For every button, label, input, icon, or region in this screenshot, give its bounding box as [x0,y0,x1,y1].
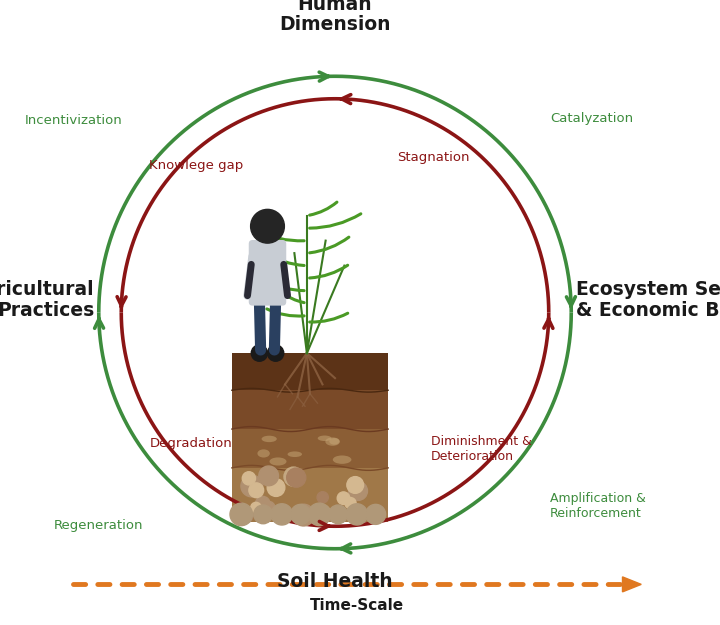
Text: Stagnation: Stagnation [397,151,470,164]
Circle shape [308,503,330,526]
Circle shape [346,504,367,525]
Circle shape [347,477,364,493]
Circle shape [242,472,256,485]
Circle shape [251,345,268,361]
Circle shape [345,498,356,509]
Circle shape [366,504,386,524]
Ellipse shape [269,458,287,466]
Circle shape [249,483,264,498]
Circle shape [230,503,253,526]
Ellipse shape [333,456,351,464]
Text: Degradation: Degradation [150,438,233,451]
Circle shape [258,466,279,486]
Circle shape [313,505,331,522]
Circle shape [261,501,275,515]
Ellipse shape [258,449,270,458]
Ellipse shape [261,436,276,442]
Circle shape [337,492,350,504]
Ellipse shape [318,436,331,441]
Circle shape [284,467,303,486]
Circle shape [253,505,272,524]
Circle shape [271,504,292,525]
Text: Diminishment &
Deterioration: Diminishment & Deterioration [431,436,531,463]
Polygon shape [623,577,642,592]
Circle shape [256,496,270,511]
Text: Amplification &
Reinforcement: Amplification & Reinforcement [550,492,646,520]
Text: Agricultural
Practices: Agricultural Practices [0,280,94,320]
Ellipse shape [287,451,302,457]
Circle shape [251,503,261,513]
Text: Knowlege gap: Knowlege gap [149,159,243,172]
Circle shape [267,479,285,496]
Bar [232,429,388,468]
Text: Human
Dimension: Human Dimension [279,0,391,34]
Text: Regeneration: Regeneration [54,519,143,532]
Circle shape [291,504,310,524]
Text: Soil Health: Soil Health [277,572,393,591]
Text: Incentivization: Incentivization [24,114,122,128]
Bar [232,353,388,390]
Circle shape [348,481,367,501]
Bar [232,390,388,429]
Circle shape [268,345,284,361]
Ellipse shape [325,438,340,446]
Circle shape [292,504,315,526]
Circle shape [241,475,263,497]
Circle shape [287,468,306,487]
Circle shape [251,209,284,243]
Text: Ecosystem Services
& Economic Benefits: Ecosystem Services & Economic Benefits [575,280,720,320]
FancyBboxPatch shape [248,240,287,306]
Circle shape [237,506,253,523]
Circle shape [317,492,328,503]
Ellipse shape [329,438,339,444]
Text: Catalyzation: Catalyzation [550,112,633,126]
Text: Time-Scale: Time-Scale [310,598,404,613]
Circle shape [329,505,348,524]
Bar [232,468,388,522]
